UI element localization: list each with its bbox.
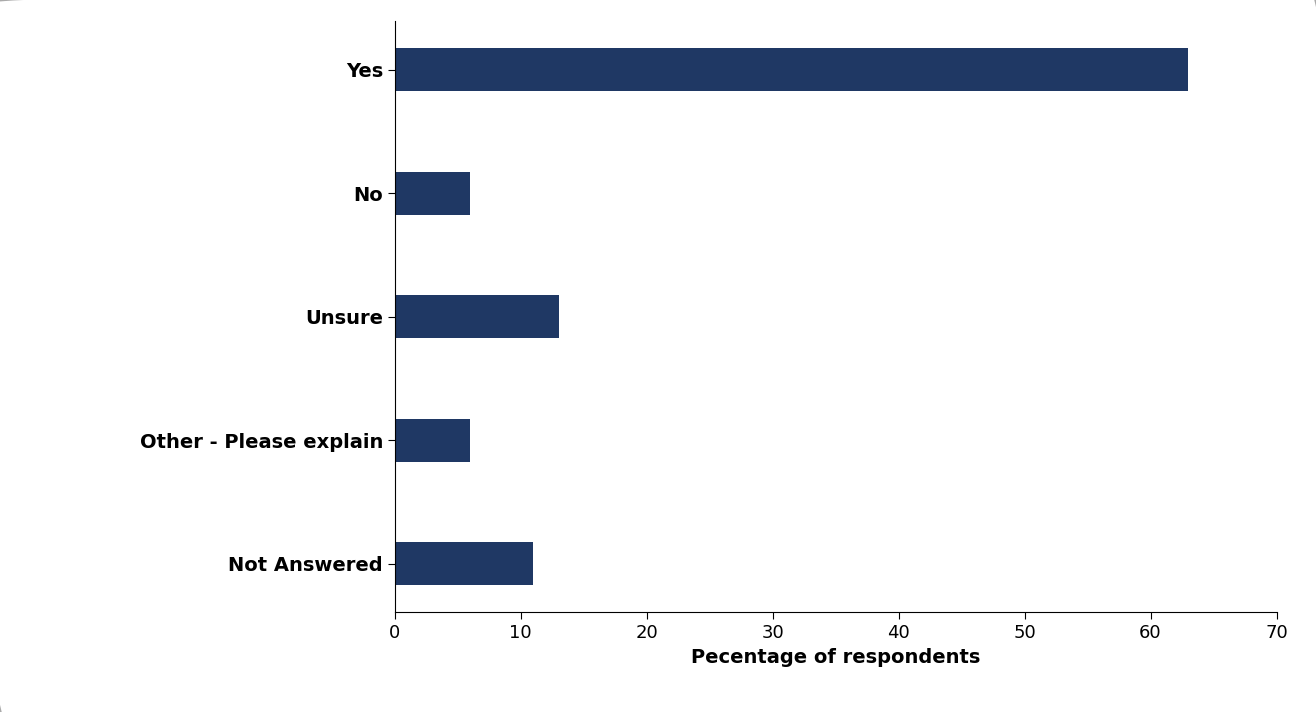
- Bar: [395, 419, 470, 462]
- Bar: [395, 295, 558, 338]
- Bar: [395, 543, 533, 585]
- Bar: [395, 48, 1188, 91]
- X-axis label: Pecentage of respondents: Pecentage of respondents: [691, 648, 980, 666]
- Bar: [395, 172, 470, 215]
